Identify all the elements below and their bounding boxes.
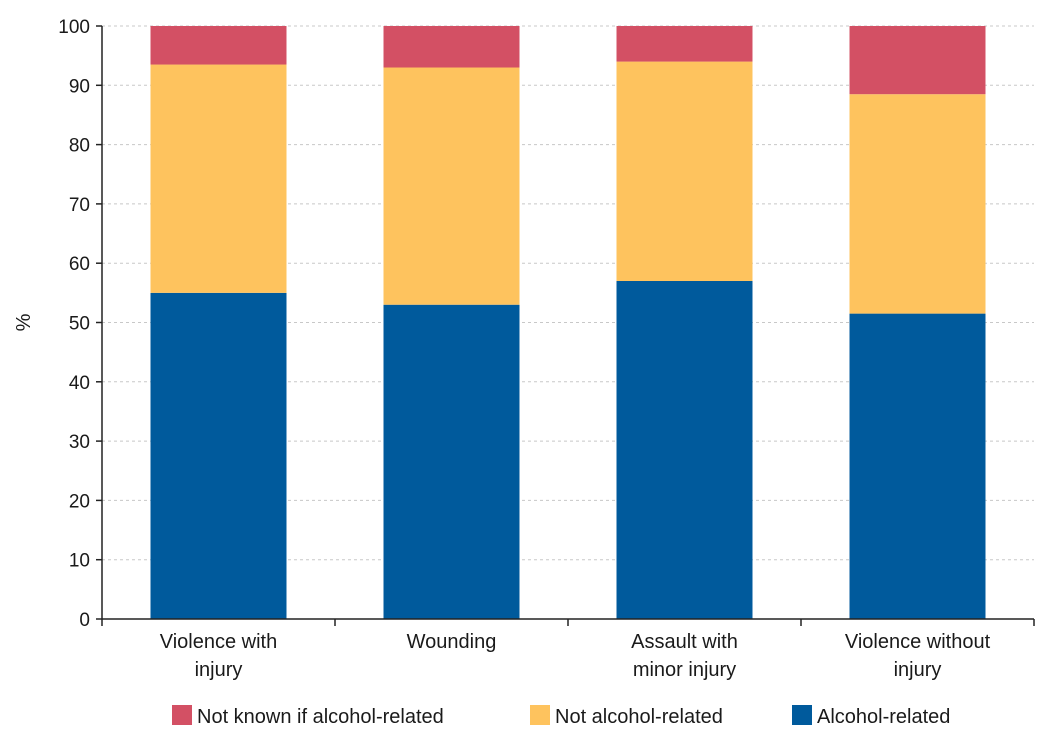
legend-label: Not alcohol-related <box>555 706 723 728</box>
bar-segment-not-known-if-alcohol-related <box>383 26 520 68</box>
legend-swatch <box>530 705 550 725</box>
y-tick-label: 0 <box>79 610 90 631</box>
y-tick-label: 30 <box>69 432 90 453</box>
x-tick-label: injury <box>894 659 942 681</box>
y-tick-label: 40 <box>69 373 90 394</box>
bar-segment-alcohol-related <box>150 292 287 619</box>
y-tick-label: 100 <box>58 17 90 38</box>
y-tick-label: 70 <box>69 195 90 216</box>
bar-segment-not-known-if-alcohol-related <box>849 26 986 95</box>
x-tick-label: Violence without <box>845 631 991 653</box>
legend-swatch <box>792 705 812 725</box>
x-tick-label: minor injury <box>633 659 736 681</box>
bar-segment-not-alcohol-related <box>150 64 287 293</box>
x-tick-label: Assault with <box>631 631 738 653</box>
y-axis-label: % <box>13 313 35 331</box>
x-tick-label: Violence with <box>160 631 277 653</box>
y-tick-label: 60 <box>69 254 90 275</box>
y-tick-label: 80 <box>69 136 90 157</box>
bar-segment-not-known-if-alcohol-related <box>616 26 753 62</box>
y-tick-label: 20 <box>69 491 90 512</box>
x-tick-label: Wounding <box>407 631 497 653</box>
legend-label: Alcohol-related <box>817 706 950 728</box>
legend: Not known if alcohol-related Not alcohol-… <box>172 705 950 728</box>
bar-segment-not-alcohol-related <box>849 94 986 314</box>
bar-segment-alcohol-related <box>849 313 986 619</box>
axes <box>101 26 1035 626</box>
y-tick-label: 10 <box>69 551 90 572</box>
x-tick-label: injury <box>195 659 243 681</box>
bar-segment-not-alcohol-related <box>616 61 753 281</box>
bar-segment-alcohol-related <box>383 304 520 619</box>
x-tick-labels: Violence with injury Wounding Assault with m… <box>160 631 991 681</box>
bar-segment-alcohol-related <box>616 280 753 619</box>
legend-swatch <box>172 705 192 725</box>
y-tick-label: 50 <box>69 314 90 335</box>
y-tick-label: 90 <box>69 76 90 97</box>
legend-label: Not known if alcohol-related <box>197 706 444 728</box>
bar-segment-not-known-if-alcohol-related <box>150 26 287 65</box>
bars <box>150 26 986 619</box>
bar-segment-not-alcohol-related <box>383 67 520 305</box>
y-tick-labels: 0 10 20 30 40 50 60 70 80 90 100 <box>58 17 90 631</box>
